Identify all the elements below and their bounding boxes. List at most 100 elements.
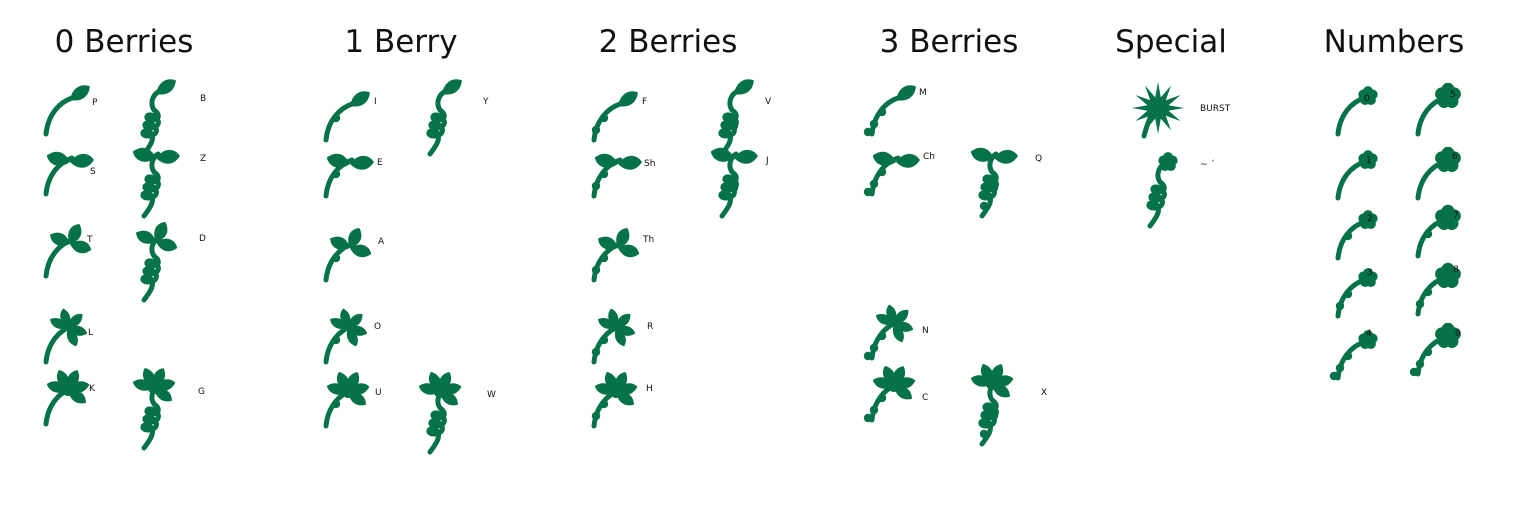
glyph-label: K	[89, 384, 95, 394]
leaf-2	[894, 309, 909, 324]
berry-2	[591, 265, 601, 275]
berry-2	[1415, 299, 1425, 309]
sprout-five-leaf-two-berry-icon	[591, 371, 638, 429]
big-bloom-three-berry-icon	[1409, 322, 1461, 377]
glyph-label: H	[646, 384, 653, 394]
sprout-two-leaf-two-berry-icon	[591, 153, 642, 199]
berry-2	[591, 125, 601, 135]
berry-2	[869, 405, 879, 415]
glyph-label: Ch	[923, 152, 935, 162]
berry-1	[877, 167, 887, 177]
burst-rays	[1132, 82, 1184, 134]
bloom-head	[1358, 268, 1378, 287]
berry-1	[331, 335, 341, 345]
glyph-label: L	[88, 328, 94, 338]
berry-3	[1409, 367, 1419, 377]
berry-3	[863, 351, 873, 361]
stem	[43, 155, 75, 197]
bloom-head	[1358, 210, 1378, 229]
leaf-left	[132, 147, 156, 162]
berry-2	[729, 121, 739, 131]
heading-3-berries: 3 Berries	[879, 24, 1019, 60]
leaf-0	[50, 232, 70, 246]
sprout-three-leaf-curl-icon	[136, 222, 178, 303]
leaf-0	[49, 318, 68, 330]
leaf-1	[68, 224, 82, 244]
glyph-label: ~ ´	[1200, 160, 1215, 170]
stem	[43, 95, 75, 137]
sprout-leaf-berry-icon	[323, 91, 370, 143]
leaf-4	[892, 324, 904, 343]
glyph-label: I	[374, 97, 377, 107]
glyph-label: G	[198, 387, 205, 397]
sprout-star-three-berry-icon	[863, 304, 914, 361]
sprout-two-leaf-curl-icon	[132, 147, 180, 219]
glyph-label: O	[374, 322, 382, 332]
berry-3	[863, 127, 873, 137]
leaf-2	[68, 313, 83, 328]
bloom-head	[1358, 330, 1378, 349]
sprout-two-leaf-icon	[43, 151, 94, 197]
leaf-left	[594, 153, 618, 168]
berry-1	[1343, 231, 1353, 241]
berry-1	[723, 129, 733, 139]
leaf	[70, 85, 90, 101]
berry-1	[331, 253, 341, 263]
berry-1	[723, 191, 733, 201]
stem	[978, 379, 999, 447]
sprout-star-icon	[43, 308, 88, 365]
bloom-three-berry-icon	[1329, 330, 1378, 381]
glyph-label: S	[90, 167, 96, 177]
heading-numbers: Numbers	[1323, 24, 1465, 60]
berry-1	[877, 107, 887, 117]
sprout-five-leaf-three-berry-icon	[863, 365, 916, 423]
leaf-2	[70, 240, 92, 254]
leaf-1	[608, 308, 619, 328]
sprout-five-leaf-icon	[43, 369, 90, 427]
berry-1	[599, 169, 609, 179]
berry-1	[877, 331, 887, 341]
berry-2	[1415, 359, 1425, 369]
berry-2	[591, 347, 601, 357]
berry-3	[979, 429, 989, 439]
glyph-label: 9	[1455, 329, 1461, 339]
stem	[591, 101, 623, 143]
leaf-4	[346, 328, 358, 347]
berry-1	[431, 129, 441, 139]
heading-0-berries: 0 Berries	[54, 24, 194, 60]
glyph-label: U	[375, 388, 382, 398]
leaf-0	[136, 230, 156, 244]
glyph-label: R	[647, 322, 654, 332]
glyph-label: Q	[1035, 154, 1043, 164]
glyph-label: 3	[1367, 268, 1373, 278]
sprout-leaf-two-berry-icon	[591, 91, 638, 143]
berry-1	[1343, 351, 1353, 361]
berry-3	[979, 201, 989, 211]
berry-1	[1423, 229, 1433, 239]
leaf-left	[46, 151, 70, 166]
berry-1	[331, 169, 341, 179]
stem	[1335, 219, 1367, 261]
leaf-1	[616, 228, 630, 248]
sprout-three-leaf-two-berry-icon	[591, 228, 640, 283]
berry-1	[983, 191, 993, 201]
leaf-right	[734, 149, 758, 164]
leaf-0	[597, 318, 616, 330]
glyph-label: 2	[1367, 214, 1373, 224]
leaf	[618, 91, 638, 107]
berry-2	[591, 181, 601, 191]
leaf-0	[598, 236, 618, 250]
glyph-label: T	[87, 235, 93, 245]
leaf	[350, 91, 370, 107]
sprout-leaf-three-berry-icon	[863, 85, 916, 137]
berry-2	[989, 183, 999, 193]
burst-icon	[1132, 82, 1184, 139]
glyph-label: C	[922, 393, 929, 403]
glyph-label: E	[377, 158, 383, 168]
sprout-leaf-curl-berry-icon	[426, 79, 462, 157]
sprout-two-leaf-berry-icon	[323, 153, 374, 199]
glyph-label: Sh	[644, 159, 656, 169]
bloom-head	[1435, 146, 1461, 172]
stem	[718, 89, 739, 157]
berry-2	[869, 179, 879, 189]
